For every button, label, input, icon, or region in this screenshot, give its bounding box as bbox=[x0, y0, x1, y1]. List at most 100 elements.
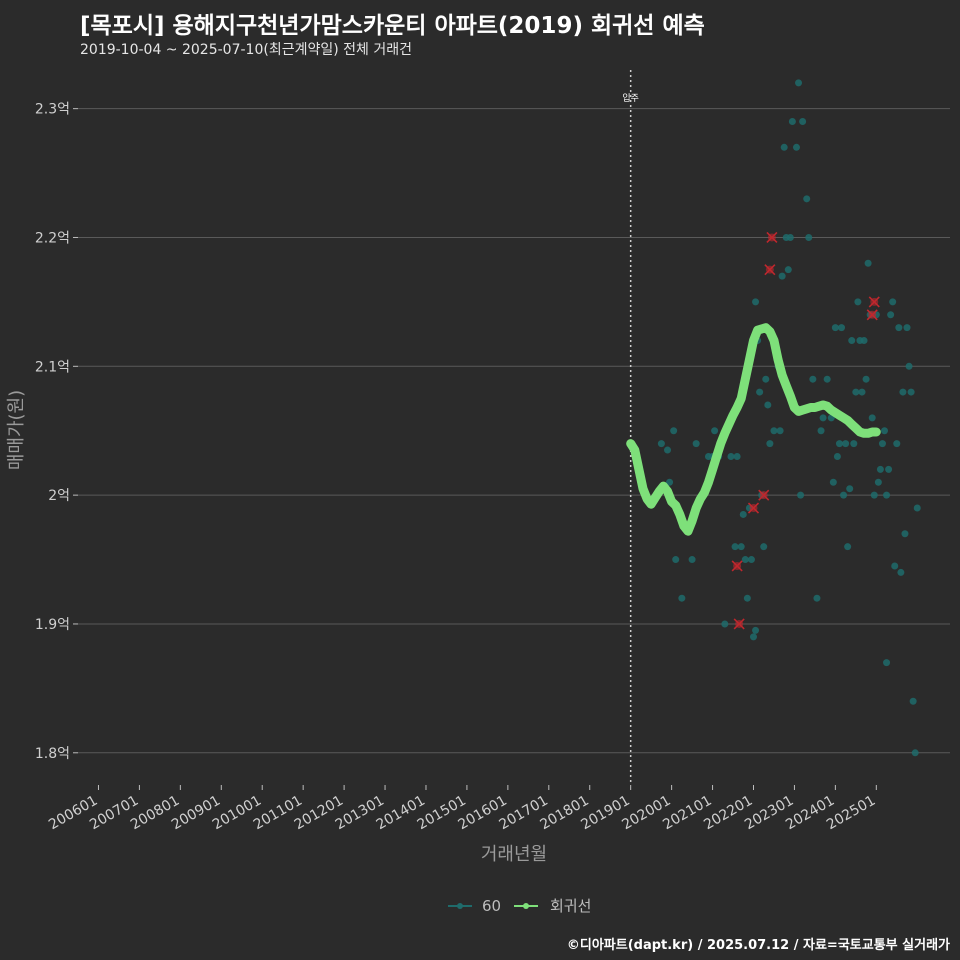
y-tick-label: 1.8억 bbox=[35, 746, 70, 762]
data-point bbox=[850, 440, 858, 448]
highlight-marker bbox=[733, 618, 745, 630]
data-point bbox=[854, 298, 862, 306]
y-tick-label: 2.3억 bbox=[35, 102, 70, 118]
chart-subtitle: 2019-10-04 ~ 2025-07-10(최근계약일) 전체 거래건 bbox=[80, 42, 412, 58]
data-point bbox=[868, 414, 876, 422]
data-point bbox=[895, 324, 903, 332]
data-point bbox=[833, 452, 841, 460]
data-point bbox=[870, 491, 878, 499]
data-point bbox=[823, 375, 831, 383]
data-point bbox=[846, 485, 854, 493]
y-tick-labels: 1.8억 1.9억 2억 2.1억 2.2억 2.3억 bbox=[35, 102, 78, 762]
vline-label: 입주 bbox=[622, 92, 639, 104]
data-point bbox=[778, 272, 786, 280]
data-point bbox=[688, 556, 696, 564]
legend-dot-60 bbox=[457, 903, 463, 909]
data-point bbox=[760, 543, 768, 551]
y-axis-title: 매매가(원) bbox=[6, 390, 27, 470]
data-point bbox=[711, 427, 719, 435]
y-tick-label: 1.9억 bbox=[35, 617, 70, 633]
data-point bbox=[887, 311, 895, 319]
data-point bbox=[733, 452, 741, 460]
data-point bbox=[883, 659, 891, 667]
legend-dot-regression bbox=[523, 903, 529, 909]
source-caption: ©디아파트(dapt.kr) / 2025.07.12 / 자료=국토교통부 실… bbox=[566, 938, 950, 953]
data-point bbox=[860, 337, 868, 345]
data-point bbox=[891, 562, 899, 570]
data-point bbox=[858, 388, 866, 396]
legend: 60 회귀선 bbox=[448, 897, 591, 915]
chart-title: [목포시] 용해지구천년가맘스카운티 아파트(2019) 회귀선 예측 bbox=[80, 13, 705, 39]
data-point bbox=[838, 324, 846, 332]
data-point bbox=[819, 414, 827, 422]
data-point bbox=[864, 259, 872, 267]
highlight-marker bbox=[766, 231, 778, 244]
data-point bbox=[762, 375, 770, 383]
data-point bbox=[776, 427, 784, 435]
data-point bbox=[770, 427, 778, 435]
data-point bbox=[913, 504, 921, 512]
data-point bbox=[737, 543, 745, 551]
data-point bbox=[840, 491, 848, 499]
data-point bbox=[678, 594, 686, 602]
data-point bbox=[878, 440, 886, 448]
data-point bbox=[739, 510, 747, 518]
highlight-marker bbox=[758, 489, 770, 501]
data-point bbox=[657, 440, 665, 448]
data-point bbox=[805, 233, 813, 241]
y-tick-label: 2.1억 bbox=[35, 359, 70, 375]
data-point bbox=[885, 465, 893, 473]
data-point bbox=[741, 556, 749, 564]
data-point bbox=[764, 401, 772, 409]
data-point bbox=[797, 491, 805, 499]
move-in-line: 입주 bbox=[622, 70, 639, 785]
regression-line-group bbox=[626, 323, 881, 536]
y-tick-label: 2.2억 bbox=[35, 230, 70, 246]
data-point bbox=[731, 543, 739, 551]
data-point bbox=[721, 620, 729, 628]
data-point bbox=[727, 452, 735, 460]
data-point bbox=[664, 446, 672, 454]
data-point bbox=[899, 388, 907, 396]
data-point bbox=[903, 324, 911, 332]
x-tick-labels: 2006012007012008012009012010012011012012… bbox=[46, 785, 878, 833]
data-point bbox=[901, 530, 909, 538]
highlight-markers bbox=[731, 231, 880, 630]
data-point bbox=[747, 556, 755, 564]
data-point bbox=[831, 324, 839, 332]
data-point bbox=[907, 388, 915, 396]
data-point bbox=[862, 375, 870, 383]
data-point bbox=[780, 143, 788, 151]
legend-label-60: 60 bbox=[482, 897, 501, 915]
data-point bbox=[876, 465, 884, 473]
data-point bbox=[803, 195, 811, 203]
data-point bbox=[880, 427, 888, 435]
data-point bbox=[842, 440, 850, 448]
data-point bbox=[752, 626, 760, 634]
data-point bbox=[766, 440, 774, 448]
regression-line bbox=[626, 323, 881, 536]
data-point bbox=[813, 594, 821, 602]
data-point bbox=[792, 143, 800, 151]
data-point bbox=[911, 749, 919, 757]
data-point bbox=[874, 478, 882, 486]
legend-label-regression: 회귀선 bbox=[550, 897, 591, 915]
highlight-marker bbox=[764, 264, 776, 276]
grid-lines bbox=[78, 108, 950, 754]
data-point bbox=[848, 337, 856, 345]
data-point bbox=[788, 118, 796, 126]
data-point bbox=[889, 298, 897, 306]
data-point bbox=[752, 298, 760, 306]
data-point bbox=[909, 697, 917, 705]
data-point bbox=[666, 478, 674, 486]
data-point bbox=[905, 362, 913, 370]
data-point bbox=[897, 568, 905, 576]
data-point bbox=[670, 427, 678, 435]
highlight-marker bbox=[731, 560, 743, 572]
data-point bbox=[795, 79, 803, 87]
data-point bbox=[749, 633, 757, 641]
data-point bbox=[743, 594, 751, 602]
data-point bbox=[809, 375, 817, 383]
data-point bbox=[692, 440, 700, 448]
